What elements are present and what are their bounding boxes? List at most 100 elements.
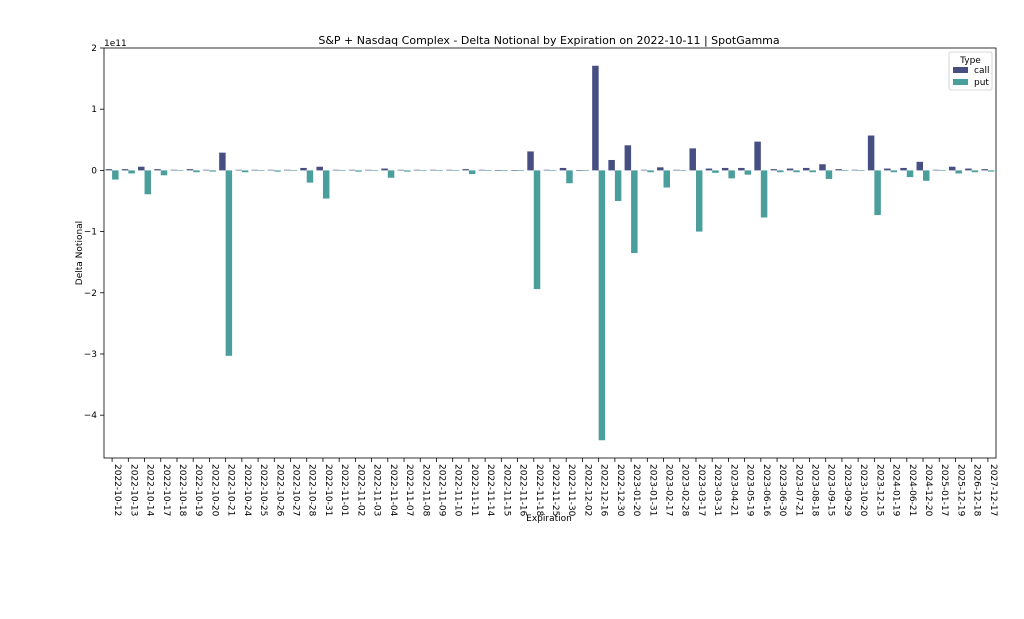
- bar-put: [598, 170, 606, 441]
- bar-call: [348, 169, 356, 171]
- bar-call: [381, 168, 388, 171]
- x-tick-label: 2023-12-15: [874, 464, 884, 516]
- x-tick-label: 2024-01-19: [891, 464, 901, 517]
- bar-put: [274, 170, 281, 172]
- bar-put: [322, 170, 330, 199]
- legend-label-call: call: [974, 66, 989, 76]
- legend-swatch-put: [953, 79, 968, 85]
- bar-call: [932, 169, 940, 171]
- x-tick-label: 2022-10-12: [112, 464, 122, 516]
- bar-call: [527, 151, 534, 171]
- x-tick-label: 2022-11-25: [550, 464, 560, 516]
- bar-call: [867, 135, 875, 171]
- bar-call: [316, 166, 323, 171]
- x-tick-label: 2022-10-24: [242, 464, 252, 517]
- x-tick-label: 2023-02-28: [680, 464, 690, 517]
- bar-call: [494, 170, 502, 171]
- y-tick-label: −4: [84, 411, 98, 421]
- bar-call: [397, 169, 405, 171]
- x-tick-label: 2022-11-07: [404, 464, 414, 516]
- x-tick-label: 2023-01-31: [647, 464, 657, 516]
- bar-put: [193, 170, 200, 173]
- x-tick-label: 2023-02-17: [664, 464, 674, 516]
- bar-call: [121, 169, 129, 171]
- y-tick-label: 2: [91, 44, 97, 54]
- x-tick-label: 2022-11-11: [469, 464, 479, 516]
- bar-put: [452, 170, 460, 171]
- bar-call: [738, 167, 745, 171]
- bar-call: [429, 169, 437, 171]
- y-axis-label: Delta Notional: [75, 221, 85, 285]
- x-tick-label: 2022-11-14: [485, 464, 495, 517]
- x-tick-label: 2023-08-18: [809, 464, 819, 517]
- y-tick-label: −2: [84, 289, 97, 299]
- bar-call: [721, 167, 729, 171]
- x-tick-label: 2023-03-31: [712, 464, 722, 516]
- y-tick-label: 1: [91, 105, 97, 115]
- bar-put: [160, 170, 168, 176]
- x-tick-label: 2022-10-19: [193, 464, 203, 517]
- bar-call: [657, 167, 664, 171]
- bar-call: [543, 169, 550, 171]
- x-tick-label: 2022-10-20: [209, 464, 219, 517]
- x-tick-label: 2022-11-30: [566, 464, 576, 517]
- legend-label-put: put: [974, 78, 989, 88]
- bar-put: [679, 170, 687, 171]
- bar-put: [290, 170, 297, 171]
- bar-put: [176, 170, 184, 171]
- bar-put: [841, 170, 849, 171]
- bar-put: [728, 170, 735, 179]
- bar-put: [906, 170, 914, 178]
- bar-put: [647, 170, 654, 173]
- bar-put: [663, 170, 671, 188]
- bar-put: [890, 170, 898, 173]
- bar-put: [387, 170, 395, 178]
- x-tick-label: 2026-12-18: [972, 464, 982, 517]
- bar-call: [754, 141, 761, 171]
- x-tick-label: 2023-01-20: [631, 464, 641, 517]
- bar-call: [154, 169, 161, 171]
- bar-call: [916, 161, 924, 171]
- bar-put: [404, 170, 411, 172]
- bar-put: [712, 170, 719, 173]
- bar-put: [825, 170, 833, 179]
- y-tick-label: −1: [84, 228, 97, 238]
- bar-put: [306, 170, 314, 183]
- x-tick-label: 2022-11-16: [518, 464, 528, 517]
- x-tick-label: 2023-09-29: [842, 464, 852, 517]
- legend-title: Type: [959, 56, 981, 66]
- x-tick-label: 2024-06-21: [907, 464, 917, 516]
- bar-put: [550, 170, 557, 171]
- bar-put: [225, 170, 233, 356]
- bar-call: [365, 169, 372, 171]
- bar-call: [673, 169, 680, 171]
- bar-put: [371, 170, 379, 171]
- bar-put: [923, 170, 930, 181]
- bar-put: [339, 170, 346, 171]
- bar-put: [501, 170, 508, 171]
- bar-call: [219, 152, 226, 171]
- bar-put: [971, 170, 979, 173]
- x-tick-label: 2022-12-16: [599, 464, 609, 517]
- x-tick-label: 2022-12-02: [582, 464, 592, 516]
- bar-call: [105, 169, 113, 171]
- x-tick-label: 2022-11-09: [436, 464, 446, 517]
- bar-call: [851, 169, 859, 171]
- x-tick-label: 2022-11-02: [355, 464, 365, 516]
- bar-put: [777, 170, 784, 173]
- bar-call: [965, 168, 972, 171]
- bar-call: [170, 169, 177, 171]
- legend: Type call put: [948, 51, 993, 91]
- bar-call: [413, 169, 421, 171]
- x-tick-label: 2022-10-21: [226, 464, 236, 516]
- x-tick-label: 2023-06-16: [761, 464, 771, 517]
- x-tick-label: 2022-11-18: [534, 464, 544, 517]
- bar-put: [468, 170, 476, 175]
- x-tick-label: 2023-07-21: [793, 464, 803, 516]
- bar-put: [858, 170, 865, 171]
- x-tick-label: 2022-12-30: [615, 464, 625, 517]
- bar-call: [186, 169, 194, 171]
- x-tick-label: 2025-12-19: [955, 464, 965, 517]
